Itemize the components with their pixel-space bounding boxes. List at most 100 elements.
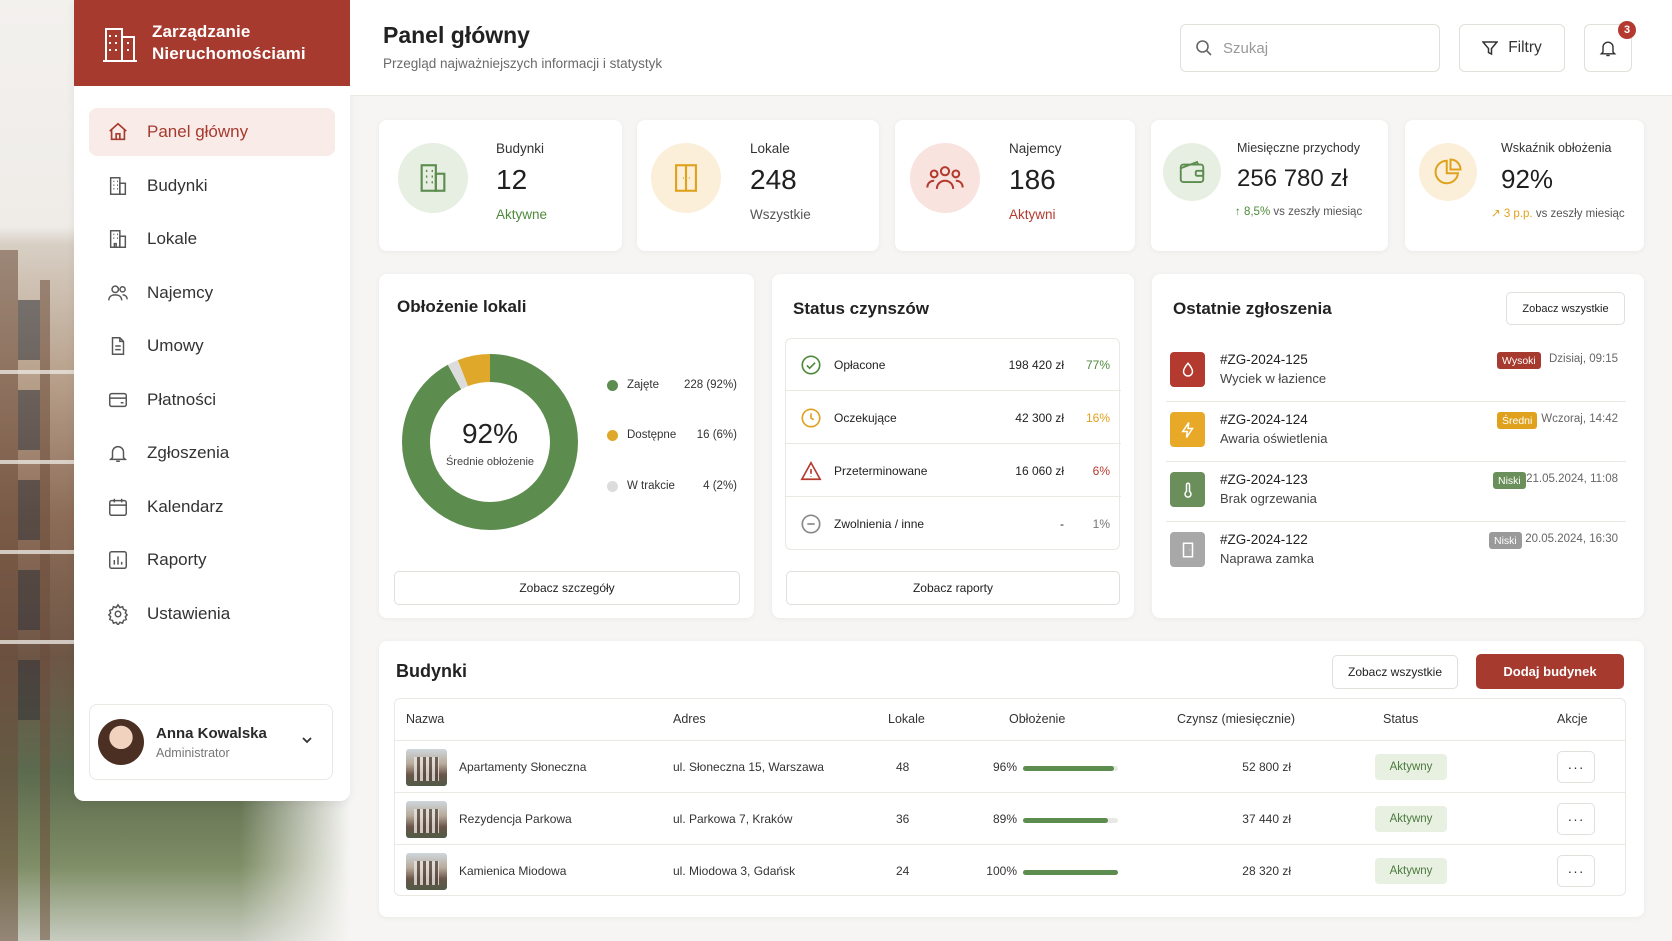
rent-percent: 77% xyxy=(1085,357,1110,372)
brand-header[interactable]: Zarządzanie Nieruchomościami xyxy=(74,0,350,86)
donut-slice-dostępne xyxy=(402,354,578,530)
sidebar-item-platnosci[interactable]: Płatności xyxy=(89,376,335,424)
users-icon xyxy=(107,282,129,304)
building-icon xyxy=(420,164,446,192)
table-row[interactable]: Apartamenty Słoneczna ul. Słoneczna 15, … xyxy=(395,741,1625,793)
occupancy-title: Obłożenie lokali xyxy=(397,297,527,316)
sidebar-item-umowy[interactable]: Umowy xyxy=(89,322,335,370)
sidebar-item-najemcy[interactable]: Najemcy xyxy=(89,269,335,317)
legend-label: Zajęte xyxy=(627,379,659,391)
water-drop-icon xyxy=(1170,352,1205,387)
status-badge: Aktywny xyxy=(1375,754,1447,780)
stat-card-oblozenie[interactable]: Wskaźnik obłożenia 92% ↗ 3 p.p. vs zeszł… xyxy=(1405,120,1644,251)
legend-item-w-trakcie: W trakcie 4 (2%) xyxy=(607,480,737,492)
stat-sub: Wszystkie xyxy=(750,207,811,222)
column-header: Adres xyxy=(673,712,706,726)
stat-card-najemcy[interactable]: Najemcy 186 Aktywni xyxy=(895,120,1135,251)
column-header: Lokale xyxy=(888,712,925,726)
sidebar-item-label: Płatności xyxy=(147,389,216,409)
notification-badge: 3 xyxy=(1618,21,1636,39)
sidebar-item-raporty[interactable]: Raporty xyxy=(89,536,335,584)
document-icon xyxy=(107,335,129,357)
buildings-title: Budynki xyxy=(396,661,468,681)
legend-dot xyxy=(607,480,618,492)
building-rent: 28 320 zł xyxy=(1242,864,1291,878)
ticket-id: #ZG-2024-122 xyxy=(1220,532,1308,547)
users-icon xyxy=(926,166,964,189)
row-actions-button[interactable]: ··· xyxy=(1557,803,1595,835)
table-row[interactable]: Rezydencja Parkowa ul. Parkowa 7, Kraków… xyxy=(395,793,1625,845)
sidebar-item-lokale[interactable]: Lokale xyxy=(89,215,335,263)
occupancy-bar xyxy=(1023,818,1118,823)
stat-card-lokale[interactable]: Lokale 248 Wszystkie xyxy=(637,120,879,251)
building-address: ul. Miodowa 3, Gdańsk xyxy=(673,864,796,878)
occupancy-details-button[interactable]: Zobacz szczegóły xyxy=(394,571,740,605)
avatar xyxy=(98,719,144,765)
building-thumbnail xyxy=(406,749,447,786)
ticket-date: 21.05.2024, 11:08 xyxy=(1526,473,1618,485)
search-icon xyxy=(1196,40,1212,56)
sidebar-item-label: Budynki xyxy=(147,175,208,195)
add-building-button[interactable]: Dodaj budynek xyxy=(1476,654,1624,689)
legend-item-zajete: Zajęte 228 (92%) xyxy=(607,379,737,391)
ticket-item[interactable]: #ZG-2024-122 Naprawa zamka Niski 20.05.2… xyxy=(1166,522,1626,582)
legend-dot xyxy=(607,379,618,391)
building-thumbnail xyxy=(406,853,447,890)
sidebar-item-label: Raporty xyxy=(147,550,207,569)
sidebar-item-label: Lokale xyxy=(147,229,198,248)
building-logo-icon xyxy=(103,28,137,62)
building-address: ul. Słoneczna 15, Warszawa xyxy=(673,760,824,774)
sidebar-item-zgloszenia[interactable]: Zgłoszenia xyxy=(89,429,335,477)
column-header: Nazwa xyxy=(406,712,445,726)
donut-center-label: Średnie obłożenie xyxy=(445,456,535,468)
table-row[interactable]: Kamienica Miodowa ul. Miodowa 3, Gdańsk … xyxy=(395,845,1625,897)
rent-percent: 6% xyxy=(1092,463,1110,478)
building-name: Rezydencja Parkowa xyxy=(459,812,572,826)
lightning-icon xyxy=(1170,412,1205,447)
rent-label: Opłacone xyxy=(834,357,886,372)
payment-icon xyxy=(107,389,129,411)
search-box[interactable] xyxy=(1180,24,1440,72)
user-profile[interactable]: Anna Kowalska Administrator xyxy=(89,704,333,780)
ticket-date: Dzisiaj, 09:15 xyxy=(1548,353,1618,365)
stat-value: 12 xyxy=(496,164,528,195)
sidebar-item-budynki[interactable]: Budynki xyxy=(89,162,335,210)
ticket-title: Naprawa zamka xyxy=(1220,551,1314,566)
calendar-icon xyxy=(107,496,129,518)
rent-percent: 16% xyxy=(1085,410,1110,425)
notifications-button[interactable]: 3 xyxy=(1584,21,1636,72)
row-actions-button[interactable]: ··· xyxy=(1557,855,1595,887)
sidebar-item-kalendarz[interactable]: Kalendarz xyxy=(89,483,335,531)
chevron-down-icon[interactable] xyxy=(300,733,314,747)
stat-value: 248 xyxy=(750,164,797,195)
rent-reports-button[interactable]: Zobacz raporty xyxy=(786,571,1120,605)
ticket-item[interactable]: #ZG-2024-123 Brak ogrzewania Niski 21.05… xyxy=(1166,462,1626,522)
ticket-item[interactable]: #ZG-2024-124 Awaria oświetlenia Średni W… xyxy=(1166,402,1626,462)
trend-value: 8,5% xyxy=(1243,206,1271,218)
sidebar-item-panel[interactable]: Panel główny xyxy=(89,108,335,156)
table-header: Nazwa Adres Lokale Obłożenie Czynsz (mie… xyxy=(395,699,1625,741)
rent-amount: - xyxy=(1060,517,1064,531)
tickets-view-all-button[interactable]: Zobacz wszystkie xyxy=(1506,292,1625,325)
search-input[interactable] xyxy=(1223,39,1423,57)
stat-icon-bg xyxy=(1163,143,1221,201)
filters-button[interactable]: Filtry xyxy=(1459,24,1565,72)
buildings-view-all-button[interactable]: Zobacz wszystkie xyxy=(1332,655,1458,689)
ticket-id: #ZG-2024-123 xyxy=(1220,472,1308,487)
stat-card-budynki[interactable]: Budynki 12 Aktywne xyxy=(379,120,622,251)
sidebar-item-label: Umowy xyxy=(147,336,204,355)
status-badge: Aktywny xyxy=(1375,806,1447,832)
stat-icon-bg xyxy=(651,143,721,213)
ticket-item[interactable]: #ZG-2024-125 Wyciek w łazience Wysoki Dz… xyxy=(1166,342,1626,402)
apartment-icon xyxy=(107,228,129,250)
trend-value: 3 p.p. xyxy=(1503,208,1533,220)
rent-amount: 42 300 zł xyxy=(1015,410,1064,425)
stat-sub: Aktywne xyxy=(496,207,548,222)
stat-icon-bg xyxy=(398,143,468,213)
door-icon xyxy=(1170,532,1205,567)
sidebar-item-label: Najemcy xyxy=(147,282,214,302)
sidebar-item-ustawienia[interactable]: Ustawienia xyxy=(89,590,335,638)
stat-card-przychody[interactable]: Miesięczne przychody 256 780 zł ↑ 8,5% v… xyxy=(1151,120,1388,251)
trend-up-icon: ↑ xyxy=(1235,206,1241,218)
row-actions-button[interactable]: ··· xyxy=(1557,751,1595,783)
